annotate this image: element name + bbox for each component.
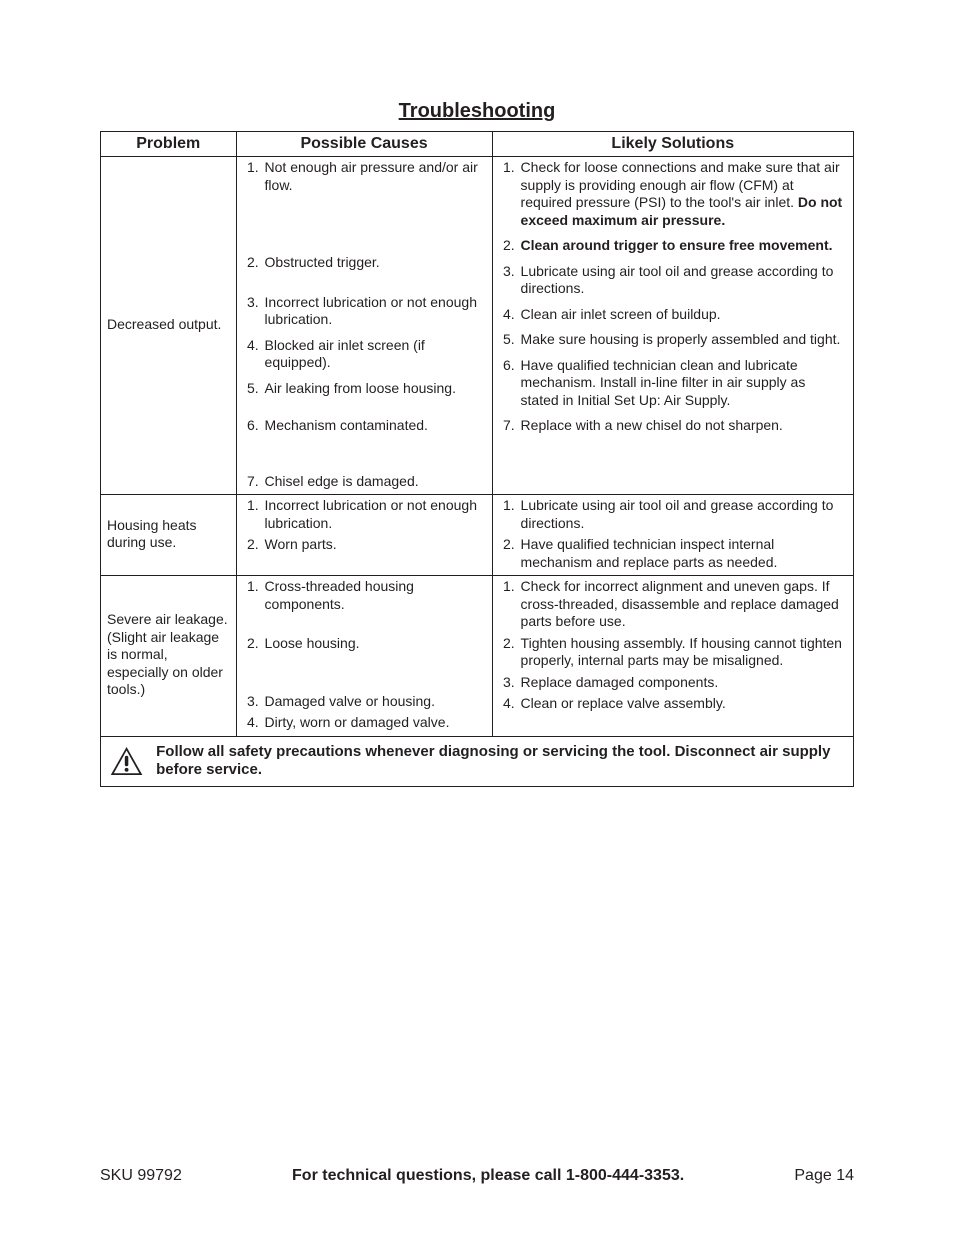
list-item: Check for incorrect alignment and uneven… (519, 578, 847, 631)
header-problem: Problem (101, 132, 237, 157)
list-item: Clean or replace valve assembly. (519, 695, 847, 713)
cell-problem: Housing heats during use. (101, 495, 237, 576)
list-item: Cross-threaded housing components. (263, 578, 486, 613)
list-item: Tighten housing assembly. If housing can… (519, 635, 847, 670)
safety-text: Follow all safety precautions whenever d… (156, 743, 845, 781)
solution-text: Check for loose connections and make sur… (521, 159, 840, 210)
cell-problem: Decreased output. (101, 157, 237, 495)
cell-problem: Severe air leakage. (Slight air leakage … (101, 576, 237, 737)
list-item: Lubricate using air tool oil and grease … (519, 497, 847, 532)
cell-causes: Incorrect lubrication or not enough lubr… (236, 495, 492, 576)
list-item: Have qualified technician clean and lubr… (519, 357, 847, 410)
page-title: Troubleshooting (100, 100, 854, 123)
list-item: Air leaking from loose housing. (263, 380, 486, 398)
list-item: Incorrect lubrication or not enough lubr… (263, 497, 486, 532)
list-item: Make sure housing is properly assembled … (519, 331, 847, 349)
cell-causes: Cross-threaded housing components. Loose… (236, 576, 492, 737)
list-item: Dirty, worn or damaged valve. (263, 714, 486, 732)
cell-solutions: Check for loose connections and make sur… (492, 157, 853, 495)
footer-phone: For technical questions, please call 1-8… (292, 1167, 684, 1185)
footer-sku: SKU 99792 (100, 1167, 182, 1185)
list-item: Not enough air pressure and/or air flow. (263, 159, 486, 194)
list-item: Incorrect lubrication or not enough lubr… (263, 294, 486, 329)
list-item: Worn parts. (263, 536, 486, 554)
list-item: Replace with a new chisel do not sharpen… (519, 417, 847, 435)
list-item: Blocked air inlet screen (if equipped). (263, 337, 486, 372)
list-item: Clean around trigger to ensure free move… (519, 237, 847, 255)
list-item: Check for loose connections and make sur… (519, 159, 847, 229)
safety-row: Follow all safety precautions whenever d… (101, 736, 854, 787)
list-item: Loose housing. (263, 635, 486, 653)
table-row: Severe air leakage. (Slight air leakage … (101, 576, 854, 737)
table-header-row: Problem Possible Causes Likely Solutions (101, 132, 854, 157)
list-item: Damaged valve or housing. (263, 693, 486, 711)
page-footer: SKU 99792 For technical questions, pleas… (100, 1167, 854, 1185)
cell-causes: Not enough air pressure and/or air flow.… (236, 157, 492, 495)
list-item: Lubricate using air tool oil and grease … (519, 263, 847, 298)
list-item: Obstructed trigger. (263, 254, 486, 272)
list-item: Clean air inlet screen of buildup. (519, 306, 847, 324)
list-item: Chisel edge is damaged. (263, 473, 486, 491)
header-solutions: Likely Solutions (492, 132, 853, 157)
cell-solutions: Lubricate using air tool oil and grease … (492, 495, 853, 576)
warning-icon (109, 743, 144, 779)
cell-solutions: Check for incorrect alignment and uneven… (492, 576, 853, 737)
troubleshooting-table: Problem Possible Causes Likely Solutions… (100, 131, 854, 787)
solution-bold: Clean around trigger to ensure free move… (521, 237, 833, 253)
table-row: Housing heats during use. Incorrect lubr… (101, 495, 854, 576)
list-item: Replace damaged components. (519, 674, 847, 692)
table-row: Decreased output. Not enough air pressur… (101, 157, 854, 495)
list-item: Have qualified technician inspect intern… (519, 536, 847, 571)
list-item: Mechanism contaminated. (263, 417, 486, 435)
header-causes: Possible Causes (236, 132, 492, 157)
footer-page: Page 14 (794, 1167, 854, 1185)
